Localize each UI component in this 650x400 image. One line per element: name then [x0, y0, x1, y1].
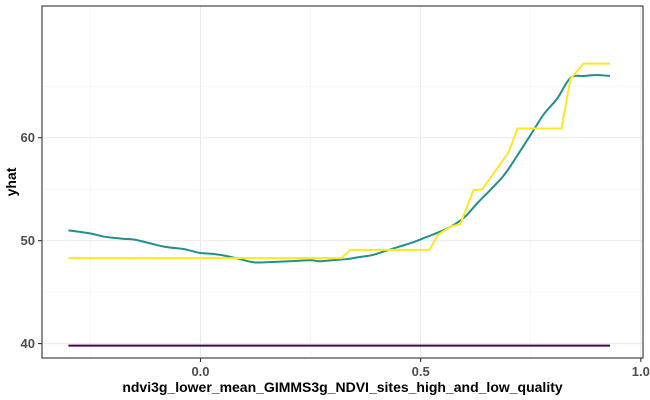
- plot-panel-background: [42, 6, 643, 358]
- plot-panel-border: [41, 5, 644, 359]
- y-axis-title: yhat: [3, 167, 19, 196]
- axis-ticks: 0.0 0.5 1.0 40 50 60: [21, 130, 650, 379]
- y-tick-label: 40: [21, 336, 35, 351]
- x-tick-label: 0.5: [412, 364, 430, 379]
- series-lines: [68, 62, 611, 347]
- series-line-2: [68, 62, 610, 260]
- y-tick-label: 60: [21, 130, 35, 145]
- x-tick-label: 0.0: [191, 364, 209, 379]
- series-line-1: [68, 73, 611, 264]
- y-tick-label: 50: [21, 233, 35, 248]
- x-axis-title: ndvi3g_lower_mean_GIMMS3g_NDVI_sites_hig…: [122, 379, 563, 395]
- x-tick-label: 1.0: [632, 364, 650, 379]
